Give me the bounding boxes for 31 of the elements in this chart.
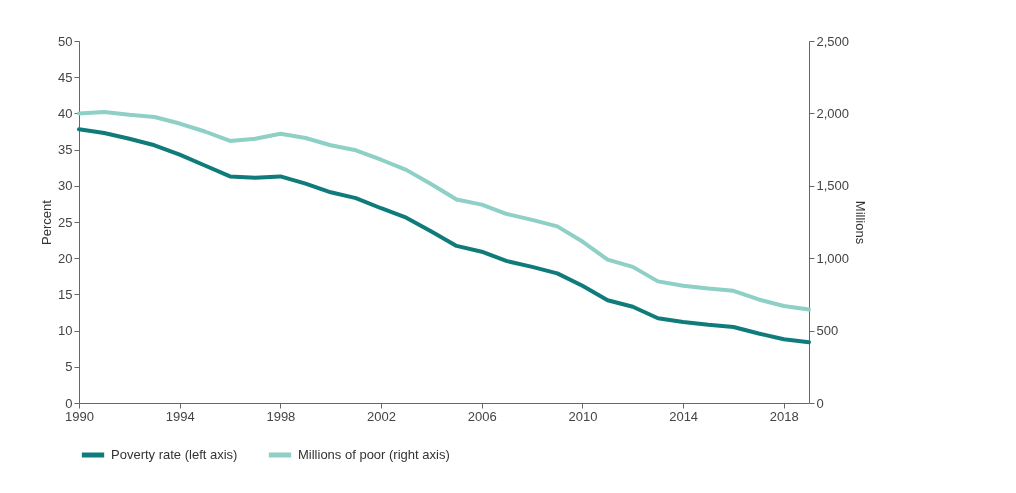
x-tick-label: 2018 xyxy=(769,408,799,424)
y2-axis-title: Millions xyxy=(853,200,869,245)
legend-label: Poverty rate (left axis) xyxy=(111,447,238,462)
y-tick-label: 35 xyxy=(58,142,73,158)
y2-tick-label: 0 xyxy=(816,395,824,411)
x-tick-label: 2006 xyxy=(467,408,497,424)
x-tick-label: 2010 xyxy=(568,408,598,424)
y-tick-label: 40 xyxy=(58,105,73,121)
y-tick-label: 25 xyxy=(58,214,73,230)
legend-label: Millions of poor (right axis) xyxy=(298,447,450,462)
x-tick-label: 1990 xyxy=(65,408,94,424)
x-tick-label: 1998 xyxy=(266,408,296,424)
x-tick-label: 2002 xyxy=(367,408,397,424)
y2-tick-label: 1,500 xyxy=(816,178,850,194)
x-tick-label: 1994 xyxy=(165,408,195,424)
y2-tick-label: 1,000 xyxy=(816,250,850,266)
y-tick-label: 5 xyxy=(65,359,73,375)
y-tick-label: 45 xyxy=(58,69,73,85)
y-tick-label: 10 xyxy=(58,323,73,339)
y-tick-label: 20 xyxy=(58,250,73,266)
y-axis-title: Percent xyxy=(39,199,55,245)
x-tick-label: 2014 xyxy=(669,408,699,424)
y2-tick-label: 2,500 xyxy=(816,33,850,49)
y2-tick-label: 2,000 xyxy=(816,105,850,121)
y-tick-label: 50 xyxy=(58,33,73,49)
y-tick-label: 15 xyxy=(58,286,73,302)
y-tick-label: 30 xyxy=(58,178,73,194)
y-tick-label: 0 xyxy=(65,395,73,411)
y2-tick-label: 500 xyxy=(816,323,839,339)
line-series xyxy=(77,127,811,345)
line-series xyxy=(77,109,811,312)
